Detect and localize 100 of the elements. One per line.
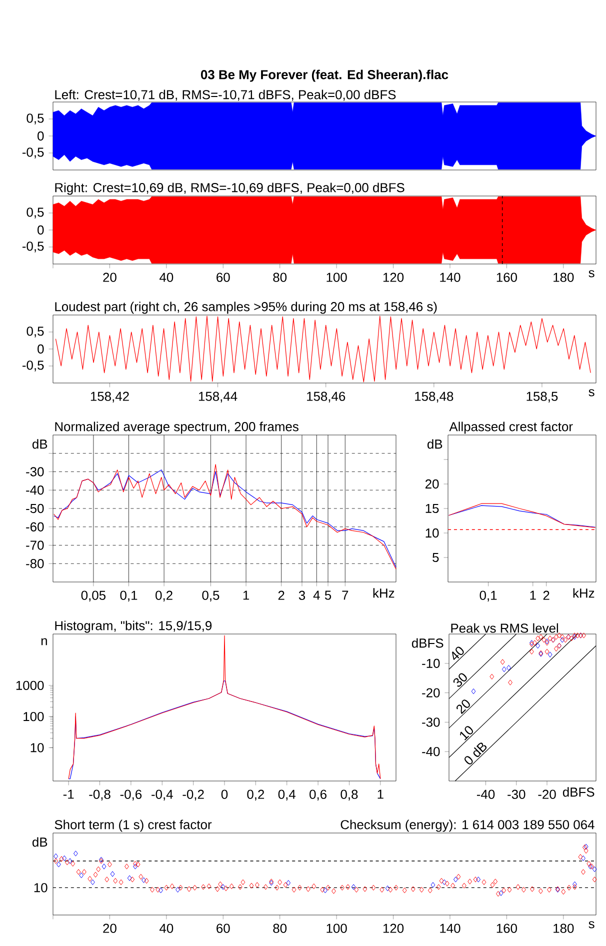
x-tick-label: -40 xyxy=(476,790,495,799)
x-tick-label: 20 xyxy=(103,272,116,282)
annotation: 40 xyxy=(452,646,464,660)
point xyxy=(508,680,512,686)
y-tick-label: 0,5 xyxy=(26,114,44,124)
x-axis-title: s xyxy=(588,270,594,278)
point xyxy=(500,659,505,665)
x-tick-label: 158,46 xyxy=(307,392,346,402)
x-tick-label: 7 xyxy=(342,590,348,600)
point xyxy=(560,634,565,640)
x-tick-label: -30 xyxy=(508,790,526,799)
point xyxy=(502,666,506,672)
x-tick-label: 100 xyxy=(326,272,347,282)
y-tick-label: -30 xyxy=(422,718,440,727)
x-tick-label: 120 xyxy=(383,924,404,933)
x-tick-label: -0,6 xyxy=(120,790,142,800)
x-tick-label: 0,4 xyxy=(278,790,296,800)
point xyxy=(563,637,568,643)
point xyxy=(490,674,494,680)
y-axis-title: dB xyxy=(428,439,442,449)
point xyxy=(158,888,163,894)
x-tick-label: 140 xyxy=(440,272,460,282)
x-tick-label: 5 xyxy=(324,590,332,600)
point xyxy=(220,884,226,890)
x-tick-label: 120 xyxy=(383,272,404,282)
x-tick-label: 0,6 xyxy=(310,790,326,800)
point xyxy=(79,872,84,878)
annotation: 30 xyxy=(453,673,467,687)
y-axis-title: dBFS xyxy=(412,638,444,648)
point xyxy=(68,858,72,864)
y-tick-label: -0,5 xyxy=(22,360,44,372)
point xyxy=(351,884,356,890)
point xyxy=(62,855,67,862)
y-tick-label: 0,5 xyxy=(26,208,44,218)
point xyxy=(554,634,558,640)
annotation: 10 xyxy=(460,726,473,740)
point xyxy=(538,634,544,640)
x-tick-label: -0,8 xyxy=(89,790,110,800)
chart-title: Peak vs RMS level xyxy=(451,623,558,633)
point xyxy=(56,862,61,868)
text: Checksum (energy): 1 614 003 189 550 064 xyxy=(340,820,594,832)
chart-subtitle: Left: Crest=10,71 dB, RMS=-10,71 dBFS, Peak=0,00 dBFS xyxy=(55,90,396,101)
point xyxy=(569,636,574,642)
point xyxy=(530,648,534,654)
x-axis-title: s xyxy=(588,389,594,396)
y-tick-label: 0 xyxy=(38,225,44,235)
point xyxy=(323,888,328,894)
x-tick-label: 0,8 xyxy=(340,790,358,800)
y-tick-label: -30 xyxy=(26,467,44,476)
y-tick-label: 0 xyxy=(38,131,44,141)
x-tick-label: 2 xyxy=(543,590,550,600)
y-tick-label: 15 xyxy=(426,504,439,514)
x-tick-label: 1 xyxy=(243,590,250,600)
x-tick-label: 0 xyxy=(221,790,228,799)
y-tick-label: -40 xyxy=(26,486,44,495)
x-tick-label: 20 xyxy=(103,924,116,933)
point xyxy=(476,876,481,882)
point xyxy=(554,646,558,652)
point xyxy=(453,876,458,882)
x-tick-label: 160 xyxy=(496,272,517,282)
chart-title: Allpassed crest factor xyxy=(449,422,573,434)
point xyxy=(142,877,146,883)
point xyxy=(286,880,291,886)
x-tick-label: 158,5 xyxy=(526,392,558,402)
y-tick-label: 20 xyxy=(425,479,439,489)
y-tick-label: 10 xyxy=(30,743,44,752)
x-tick-label: 1 xyxy=(378,790,384,799)
x-tick-label: 40 xyxy=(160,272,174,282)
point xyxy=(385,886,390,892)
x-tick-label: 180 xyxy=(554,924,574,933)
point xyxy=(582,632,586,638)
x-tick-label: 2 xyxy=(278,590,284,600)
point xyxy=(548,652,552,658)
y-tick-label: 0 xyxy=(38,344,44,354)
y-tick-label: -10 xyxy=(422,658,440,668)
y-tick-label: -0,5 xyxy=(22,242,44,252)
chart-title: Short term (1 s) crest factor xyxy=(54,820,212,832)
point xyxy=(542,637,546,643)
x-axis-title: dBFS xyxy=(562,787,594,797)
point xyxy=(73,850,78,856)
point xyxy=(430,882,436,888)
x-tick-label: -0,4 xyxy=(152,790,173,800)
point xyxy=(536,642,540,649)
x-tick-label: 1 xyxy=(530,590,536,600)
y-tick-label: 5 xyxy=(432,552,439,562)
x-tick-label: 0,05 xyxy=(81,590,106,602)
point xyxy=(471,688,476,694)
y-tick-label: -70 xyxy=(26,540,44,550)
x-tick-label: 4 xyxy=(313,590,320,600)
y-tick-label: -40 xyxy=(422,747,440,756)
x-tick-label: 80 xyxy=(273,272,287,282)
chart-subtitle: Right: Crest=10,69 dB, RMS=-10,69 dBFS, Peak=0,00 dBFS xyxy=(55,182,404,195)
x-tick-label: 0,5 xyxy=(202,590,220,602)
point xyxy=(498,890,504,896)
y-axis-title: n xyxy=(41,638,47,646)
y-tick-label: -80 xyxy=(26,559,44,568)
x-tick-label: 140 xyxy=(440,924,460,933)
x-tick-label: 60 xyxy=(216,272,230,282)
y-tick-label: -0,5 xyxy=(22,148,44,158)
point xyxy=(592,866,597,872)
